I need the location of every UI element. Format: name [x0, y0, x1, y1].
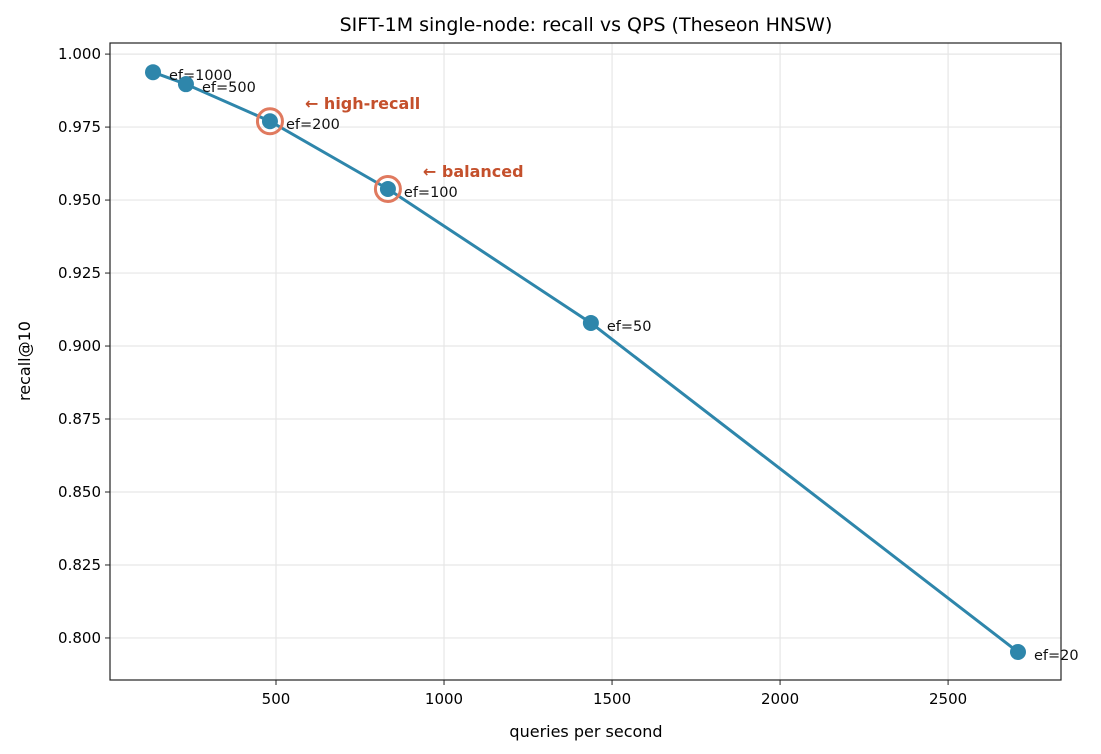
highlight-ring	[255, 107, 284, 136]
data-point	[582, 314, 599, 331]
y-tick-label: 0.825	[58, 556, 101, 574]
y-tick-label: 0.950	[58, 191, 101, 209]
ticks: 500 1000 1500 2000 2500 0.800 0.825 0.850 0.875 0…	[58, 45, 967, 708]
x-tick-label: 2500	[929, 690, 967, 708]
highlight-annotation: ← balanced	[423, 162, 524, 181]
x-tick-label: 500	[262, 690, 291, 708]
highlight-ring	[373, 174, 402, 203]
point-label: ef=50	[607, 319, 652, 335]
data-point	[1009, 643, 1026, 660]
point-label: ef=100	[404, 185, 458, 201]
point-label: ef=500	[202, 80, 256, 96]
y-tick-label: 0.925	[58, 264, 101, 282]
data-point	[145, 64, 162, 81]
y-tick-label: 0.975	[58, 118, 101, 136]
axes-frame	[109, 42, 1062, 681]
y-tick-label: 0.900	[58, 337, 101, 355]
chart-title: SIFT-1M single-node: recall vs QPS (Thes…	[340, 14, 833, 36]
data-point	[379, 180, 396, 197]
point-label: ef=200	[286, 117, 340, 133]
y-tick-label: 0.875	[58, 410, 101, 428]
y-tick-label: 1.000	[58, 45, 101, 63]
x-axis-label: queries per second	[509, 722, 662, 741]
data-point	[261, 113, 278, 130]
highlight-annotation: ← high-recall	[305, 94, 420, 113]
point-label: ef=20	[1034, 648, 1079, 664]
x-tick-label: 2000	[761, 690, 799, 708]
x-tick-label: 1500	[593, 690, 631, 708]
y-tick-label: 0.800	[58, 629, 101, 647]
data-point	[177, 76, 194, 93]
grid	[110, 43, 1061, 680]
y-tick-label: 0.850	[58, 483, 101, 501]
x-tick-label: 1000	[425, 690, 463, 708]
y-axis-label: recall@10	[15, 321, 34, 401]
